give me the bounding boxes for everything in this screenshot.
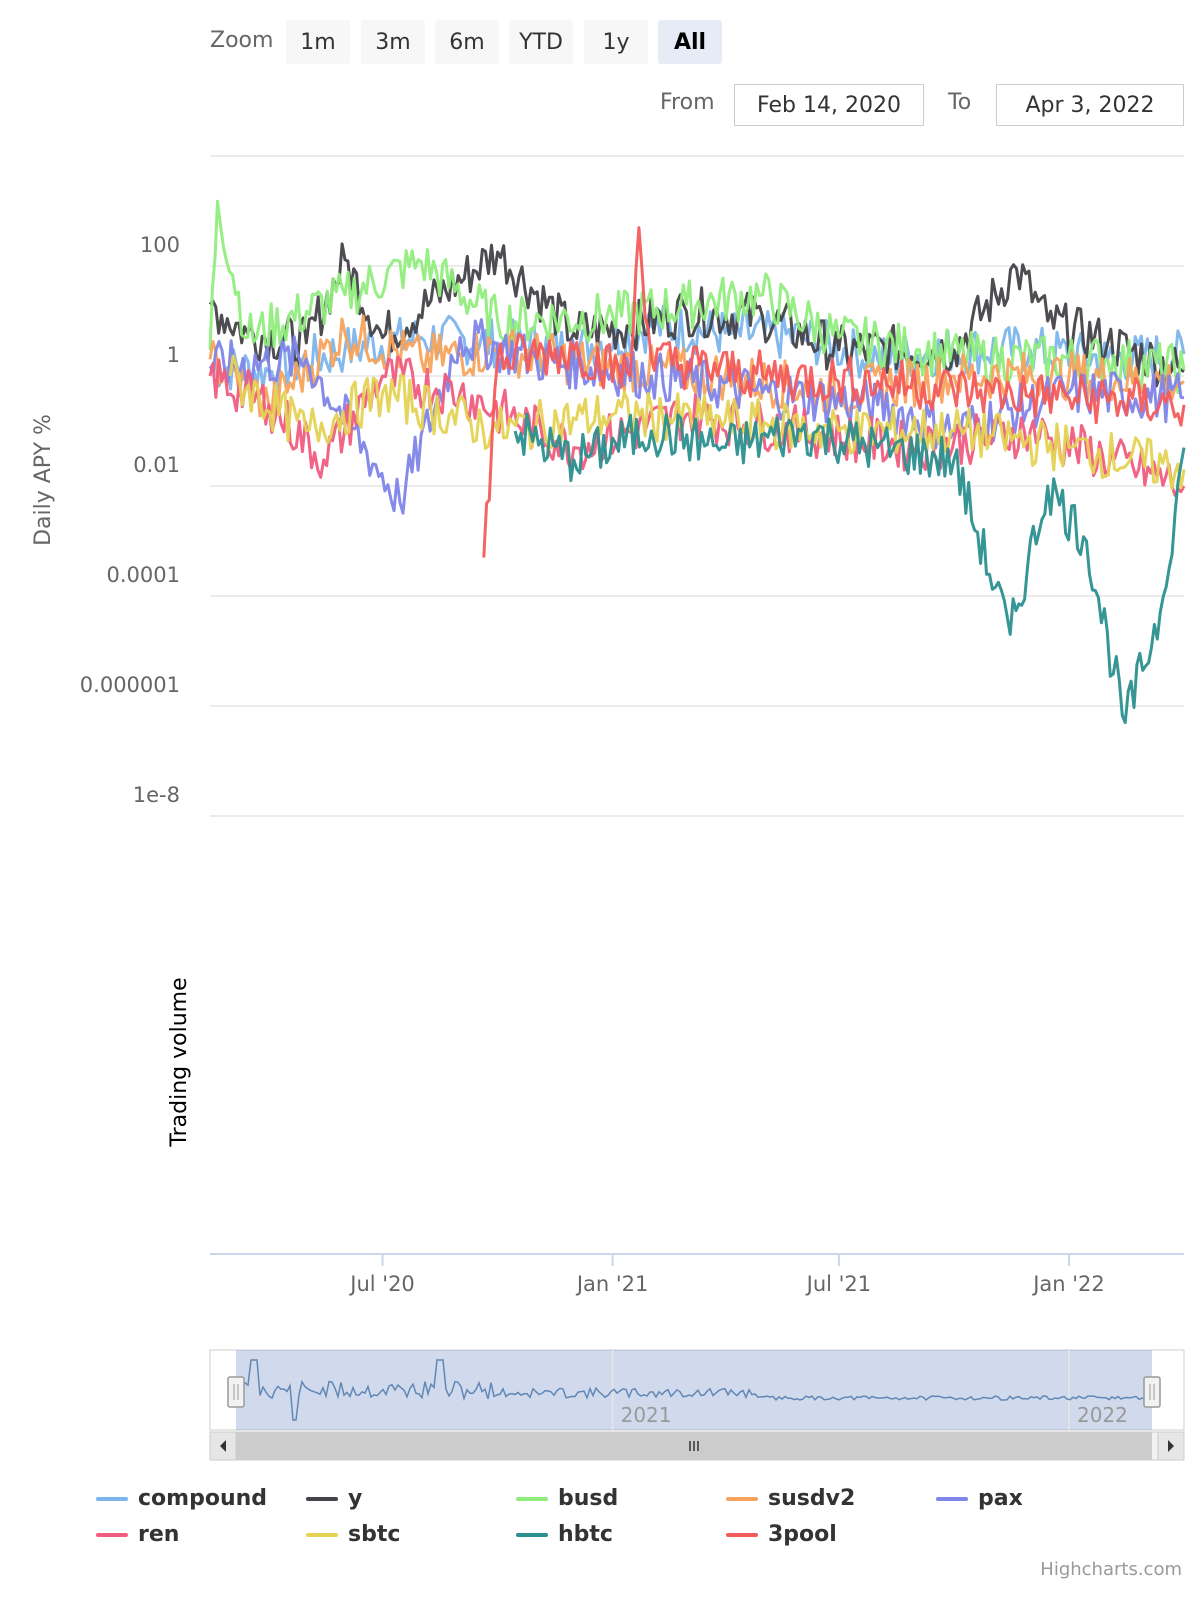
legend-label: sbtc [348, 1522, 401, 1547]
series-line-hbtc [513, 412, 1186, 725]
legend-swatch [306, 1496, 338, 1501]
legend-label: compound [138, 1486, 268, 1511]
navigator-mask [236, 1350, 1152, 1430]
x-tick-label: Jan '21 [575, 1272, 649, 1296]
y-tick-label: 100 [140, 233, 180, 257]
legend-label: susdv2 [768, 1486, 856, 1511]
legend-label: busd [558, 1486, 619, 1511]
secondary-axis-title: Trading volume [167, 977, 192, 1147]
legend-swatch [516, 1496, 548, 1501]
legend-item-susdv2[interactable]: susdv2 [726, 1486, 855, 1511]
legend-item-sbtc[interactable]: sbtc [306, 1522, 400, 1547]
navigator-series [235, 1359, 1152, 1421]
zoom-label: Zoom [210, 28, 274, 53]
legend-label: 3pool [768, 1522, 837, 1547]
y-tick-label: 1 [167, 343, 180, 367]
legend-label: ren [138, 1522, 180, 1547]
legend-label: pax [978, 1486, 1023, 1511]
legend-swatch [306, 1532, 338, 1537]
legend-label: hbtc [558, 1522, 613, 1547]
legend-item-busd[interactable]: busd [516, 1486, 618, 1511]
legend-item-3pool[interactable]: 3pool [726, 1522, 837, 1547]
series-line-sbtc [228, 354, 1186, 490]
legend-swatch [936, 1496, 968, 1501]
x-tick-label: Jul '20 [348, 1272, 415, 1296]
x-tick-label: Jan '22 [1031, 1272, 1105, 1296]
series-line-busd [208, 199, 1186, 395]
legend-item-ren[interactable]: ren [96, 1522, 179, 1547]
legend-swatch [96, 1496, 128, 1501]
navigator-area [209, 1349, 1185, 1431]
zoom-ytd-button[interactable]: YTD [509, 20, 573, 64]
zoom-all-button[interactable]: All [658, 20, 722, 64]
y-tick-label: 0.000001 [80, 673, 180, 697]
navigator-label: 2021 [621, 1403, 672, 1427]
y-tick-label: 0.0001 [107, 563, 180, 587]
series-line-3pool [482, 226, 1186, 558]
from-label: From [660, 90, 715, 115]
series-line-y [208, 242, 1185, 388]
navigator-handle-left[interactable] [227, 1376, 245, 1408]
legend-swatch [726, 1532, 758, 1537]
legend-item-compound[interactable]: compound [96, 1486, 267, 1511]
legend-item-pax[interactable]: pax [936, 1486, 1023, 1511]
y-axis-title: Daily APY % [31, 414, 56, 546]
arrow-left-icon [220, 1440, 226, 1452]
y-tick-label: 1e-8 [133, 783, 180, 807]
to-date-input[interactable] [996, 84, 1184, 126]
legend-item-y[interactable]: y [306, 1486, 362, 1511]
navigator[interactable]: 2021 2022 [209, 1349, 1185, 1461]
legend-label: y [348, 1486, 363, 1511]
zoom-1y-button[interactable]: 1y [584, 20, 648, 64]
series-group [208, 199, 1186, 725]
y-axis: 100 1 0.01 0.0001 0.000001 1e-8 [80, 233, 180, 807]
from-date-input[interactable] [734, 84, 924, 126]
arrow-right-icon [1168, 1440, 1174, 1452]
legend-item-hbtc[interactable]: hbtc [516, 1522, 613, 1547]
navigator-label: 2022 [1077, 1403, 1128, 1427]
to-label: To [948, 90, 972, 115]
credits-link[interactable]: Highcharts.com [1040, 1559, 1182, 1580]
legend-swatch [516, 1532, 548, 1537]
x-axis: Jul '20 Jan '21 Jul '21 Jan '22 [210, 1253, 1184, 1296]
legend-swatch [96, 1532, 128, 1537]
zoom-6m-button[interactable]: 6m [435, 20, 499, 64]
navigator-handle-right[interactable] [1143, 1376, 1161, 1408]
zoom-1m-button[interactable]: 1m [286, 20, 350, 64]
y-tick-label: 0.01 [133, 453, 180, 477]
legend-swatch [726, 1496, 758, 1501]
grid-lines [210, 155, 1184, 817]
x-tick-label: Jul '21 [805, 1272, 872, 1296]
zoom-3m-button[interactable]: 3m [361, 20, 425, 64]
